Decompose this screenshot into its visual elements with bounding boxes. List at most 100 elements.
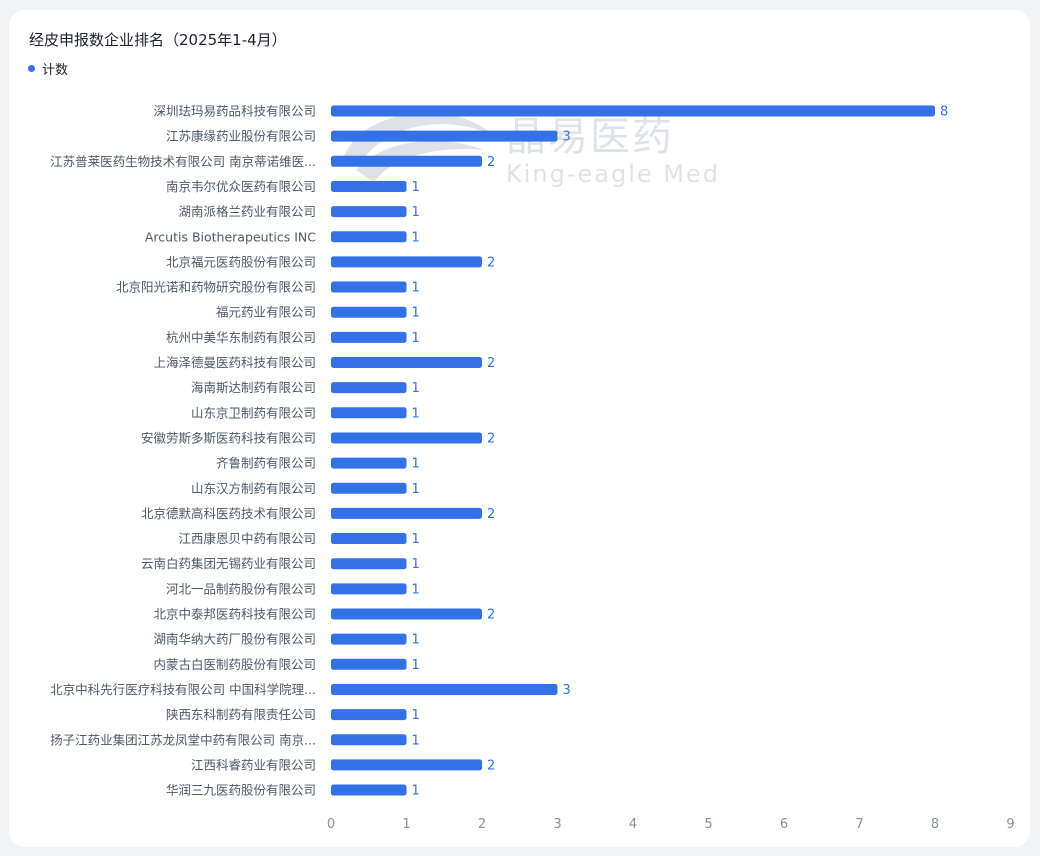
data-label: 1 <box>412 281 420 296</box>
category-label: 扬子江药业集团江苏龙凤堂中药有限公司 南京... <box>50 732 316 747</box>
bar[interactable] <box>331 155 482 167</box>
legend-dot-icon <box>28 65 35 72</box>
bar[interactable] <box>331 759 482 771</box>
data-label: 3 <box>563 130 571 145</box>
x-tick-label: 9 <box>1006 817 1014 832</box>
data-label: 2 <box>487 155 495 170</box>
data-label: 2 <box>487 431 495 446</box>
data-label: 1 <box>412 784 420 799</box>
bar[interactable] <box>331 709 407 721</box>
x-tick-label: 3 <box>553 817 561 832</box>
chart-title: 经皮申报数企业排名（2025年1-4月） <box>29 31 287 49</box>
category-label: 北京中科先行医疗科技有限公司 中国科学院理... <box>50 682 316 697</box>
bar[interactable] <box>331 734 407 746</box>
data-label: 1 <box>412 658 420 673</box>
bar[interactable] <box>331 482 407 494</box>
bar[interactable] <box>331 608 482 620</box>
data-label: 2 <box>487 608 495 623</box>
bar[interactable] <box>331 331 407 343</box>
category-label: 江西科睿药业有限公司 <box>191 757 316 772</box>
bar[interactable] <box>331 583 407 595</box>
bar[interactable] <box>331 105 935 117</box>
category-label: 海南斯达制药有限公司 <box>191 380 316 395</box>
bar[interactable] <box>331 457 407 469</box>
data-label: 2 <box>487 758 495 773</box>
category-label: 齐鲁制药有限公司 <box>216 456 316 471</box>
bar[interactable] <box>331 130 558 142</box>
category-label: Arcutis Biotherapeutics INC <box>145 229 316 244</box>
category-label: 河北一品制药股份有限公司 <box>166 581 316 596</box>
data-label: 1 <box>412 205 420 220</box>
data-label: 1 <box>412 331 420 346</box>
bar[interactable] <box>331 558 407 570</box>
data-label: 2 <box>487 356 495 371</box>
data-label: 1 <box>412 230 420 245</box>
bar[interactable] <box>331 281 407 293</box>
data-label: 3 <box>563 683 571 698</box>
bar[interactable] <box>331 357 482 368</box>
category-label: 云南白药集团无锡药业有限公司 <box>141 556 316 571</box>
category-label: 陕西东科制药有限责任公司 <box>166 707 316 722</box>
category-label: 华润三九医药股份有限公司 <box>166 783 316 798</box>
data-label: 8 <box>940 105 948 120</box>
data-label: 1 <box>412 532 420 547</box>
data-label: 1 <box>412 381 420 396</box>
bar[interactable] <box>331 256 482 268</box>
x-tick-label: 7 <box>855 817 863 832</box>
bar[interactable] <box>331 658 407 670</box>
category-label: 湖南华纳大药厂股份有限公司 <box>153 632 316 647</box>
x-tick-label: 5 <box>704 817 712 832</box>
category-label: 内蒙古白医制药股份有限公司 <box>153 657 316 672</box>
legend-label: 计数 <box>42 63 69 78</box>
data-label: 1 <box>412 708 420 723</box>
x-tick-label: 4 <box>629 817 637 832</box>
data-label: 1 <box>412 557 420 572</box>
bar[interactable] <box>331 683 558 695</box>
category-label: 北京阳光诺和药物研究股份有限公司 <box>116 280 316 295</box>
data-label: 1 <box>412 406 420 421</box>
data-label: 1 <box>412 582 420 597</box>
category-label: 上海泽德曼医药科技有限公司 <box>153 355 316 370</box>
category-label: 安徽劳斯多斯医药科技有限公司 <box>141 430 316 445</box>
data-label: 1 <box>412 733 420 748</box>
bar[interactable] <box>331 533 407 545</box>
category-label: 深圳珐玛易药品科技有限公司 <box>153 104 316 119</box>
x-tick-label: 8 <box>931 817 939 832</box>
bar[interactable] <box>331 306 407 318</box>
category-label: 北京德默高科医药技术有限公司 <box>141 506 316 521</box>
chart-legend[interactable]: 计数 <box>28 59 68 78</box>
category-label: 杭州中美华东制药有限公司 <box>166 330 316 345</box>
bar-chart: 深圳珐玛易药品科技有限公司 8 江苏康缘药业股份有限公司 3 江苏普莱医药生物技术有限公… <box>50 104 1015 833</box>
bar[interactable] <box>331 180 407 192</box>
category-label: 北京福元医药股份有限公司 <box>166 254 316 269</box>
data-label: 2 <box>487 255 495 270</box>
category-label: 南京韦尔优众医药有限公司 <box>166 179 316 194</box>
x-tick-label: 2 <box>478 817 486 832</box>
category-label: 江苏康缘药业股份有限公司 <box>166 129 316 144</box>
bar[interactable] <box>331 206 407 218</box>
data-label: 1 <box>412 306 420 321</box>
category-label: 山东京卫制药有限公司 <box>191 405 316 420</box>
data-label: 2 <box>487 507 495 522</box>
chart-card: 经皮申报数企业排名（2025年1-4月） 计数 晶易医药 King-eagle … <box>9 10 1030 847</box>
bar[interactable] <box>331 432 482 444</box>
data-label: 1 <box>412 180 420 195</box>
x-tick-label: 0 <box>327 817 335 832</box>
data-label: 1 <box>412 482 420 497</box>
category-label: 北京中泰邦医药科技有限公司 <box>153 607 316 622</box>
category-label: 福元药业有限公司 <box>216 305 316 320</box>
bar[interactable] <box>331 784 407 796</box>
category-label: 山东汉方制药有限公司 <box>191 481 316 496</box>
category-label: 江苏普莱医药生物技术有限公司 南京蒂诺维医... <box>50 154 316 169</box>
x-tick-label: 6 <box>780 817 788 832</box>
x-tick-label: 1 <box>402 817 410 832</box>
data-label: 1 <box>412 457 420 472</box>
bar[interactable] <box>331 382 407 394</box>
data-label: 1 <box>412 633 420 648</box>
category-label: 湖南派格兰药业有限公司 <box>178 204 316 219</box>
bar[interactable] <box>331 407 407 419</box>
bar[interactable] <box>331 507 482 519</box>
bar[interactable] <box>331 231 407 243</box>
category-label: 江西康恩贝中药有限公司 <box>178 531 316 546</box>
bar[interactable] <box>331 633 407 645</box>
